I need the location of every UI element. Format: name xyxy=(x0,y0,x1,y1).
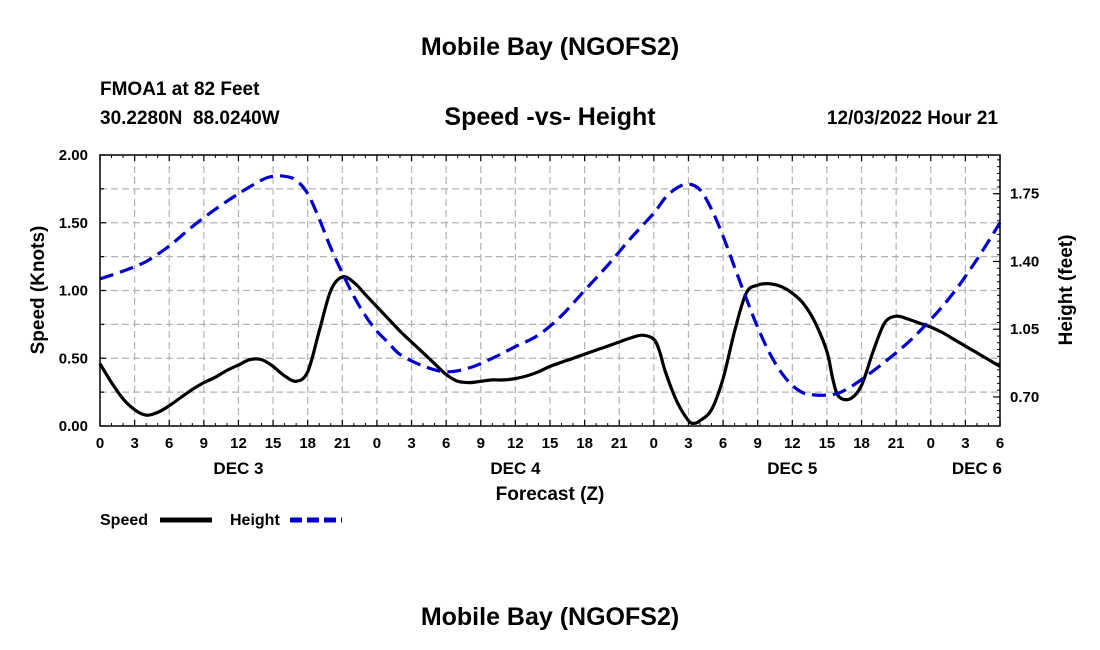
y-right-tick-label: 1.75 xyxy=(1010,186,1039,203)
footer-title: Mobile Bay (NGOFS2) xyxy=(421,603,679,631)
station-label: FMOA1 at 82 Feet xyxy=(100,79,260,100)
legend-speed-label: Speed xyxy=(100,512,148,529)
x-tick-label: 12 xyxy=(507,435,524,452)
x-tick-label: 21 xyxy=(334,435,351,452)
y-left-tick-label: 1.00 xyxy=(59,283,88,300)
x-tick-label: 0 xyxy=(96,435,104,452)
x-tick-label: 3 xyxy=(130,435,138,452)
y-right-tick-label: 1.05 xyxy=(1010,321,1039,338)
x-tick-label: 18 xyxy=(853,435,870,452)
x-tick-label: 12 xyxy=(784,435,801,452)
x-tick-label: 3 xyxy=(961,435,969,452)
x-tick-label: 18 xyxy=(299,435,316,452)
x-tick-label: 18 xyxy=(576,435,593,452)
x-tick-label: 15 xyxy=(542,435,559,452)
x-tick-label: 3 xyxy=(407,435,415,452)
x-tick-label: 6 xyxy=(165,435,173,452)
legend-height-label: Height xyxy=(230,512,280,529)
y-axis-left-label: Speed (Knots) xyxy=(28,226,49,355)
x-tick-label: 6 xyxy=(996,435,1004,452)
data-series xyxy=(98,174,1002,425)
day-label: DEC 4 xyxy=(490,459,541,478)
x-tick-label: 0 xyxy=(650,435,658,452)
x-tick-label: 9 xyxy=(477,435,485,452)
y-axis-right-label: Height (feet) xyxy=(1056,235,1077,346)
x-tick-label: 9 xyxy=(754,435,762,452)
x-tick-label: 21 xyxy=(611,435,628,452)
x-tick-label: 21 xyxy=(888,435,905,452)
x-tick-label: 6 xyxy=(719,435,727,452)
series-line-speed xyxy=(98,275,1001,425)
x-tick-label: 0 xyxy=(927,435,935,452)
x-tick-label: 0 xyxy=(373,435,381,452)
x-axis-label: Forecast (Z) xyxy=(496,484,605,505)
plot-frame xyxy=(99,154,1001,427)
x-tick-label: 15 xyxy=(819,435,836,452)
y-left-tick-label: 0.00 xyxy=(59,418,88,435)
y-left-tick-label: 1.50 xyxy=(59,215,88,232)
legend: Speed Height xyxy=(100,512,342,529)
series-line-height xyxy=(99,174,1002,397)
y-left-tick-label: 2.00 xyxy=(59,147,88,164)
day-label: DEC 3 xyxy=(213,459,263,478)
x-tick-label: 6 xyxy=(442,435,450,452)
x-tick-label: 3 xyxy=(684,435,692,452)
y-right-tick-label: 1.40 xyxy=(1010,253,1039,270)
day-label: DEC 6 xyxy=(952,459,1002,478)
chart-title: Mobile Bay (NGOFS2) xyxy=(421,33,679,61)
x-tick-label: 12 xyxy=(230,435,247,452)
tick-labels: 0 3 6 9 12 15 18 21 0 3 6 9 12 15 18 21 0 3 6 9 12 15 18 21 0 3 6 D… xyxy=(59,147,1039,478)
coordinates-label: 30.2280N 88.0240W xyxy=(100,108,280,129)
x-tick-label: 15 xyxy=(265,435,282,452)
x-tick-label: 9 xyxy=(200,435,208,452)
chart-subtitle: Speed -vs- Height xyxy=(444,103,656,131)
timestamp-label: 12/03/2022 Hour 21 xyxy=(827,108,999,129)
y-left-tick-label: 0.50 xyxy=(59,350,88,367)
day-label: DEC 5 xyxy=(767,459,817,478)
y-right-tick-label: 0.70 xyxy=(1010,389,1039,406)
